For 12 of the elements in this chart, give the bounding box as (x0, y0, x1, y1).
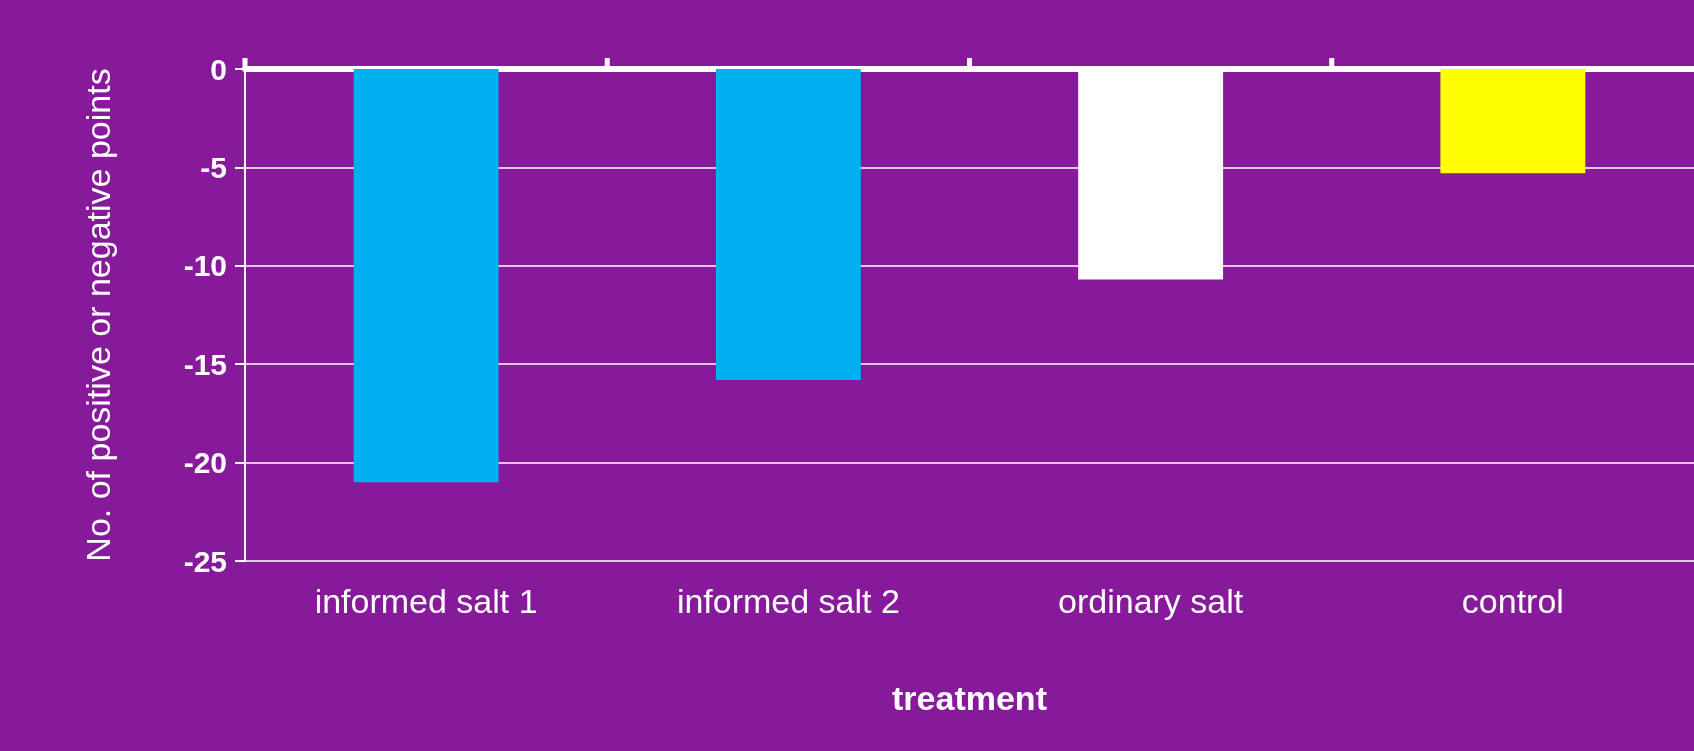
x-tick-label: informed salt 2 (676, 582, 900, 620)
y-tick-label: 0 (210, 52, 227, 86)
y-tick-label: -5 (200, 150, 227, 184)
y-tick-label: -25 (183, 544, 227, 578)
y-axis-title: No. of positive or negative points (79, 68, 117, 562)
y-tick-label: -20 (183, 446, 227, 480)
x-tick-label: control (1461, 582, 1564, 620)
y-tick-label: -10 (183, 249, 227, 283)
x-axis-title: treatment (892, 679, 1047, 717)
y-tick-label: -15 (183, 347, 227, 381)
x-tick-label: ordinary salt (1058, 582, 1244, 620)
x-tick-label: informed salt 1 (314, 582, 538, 620)
